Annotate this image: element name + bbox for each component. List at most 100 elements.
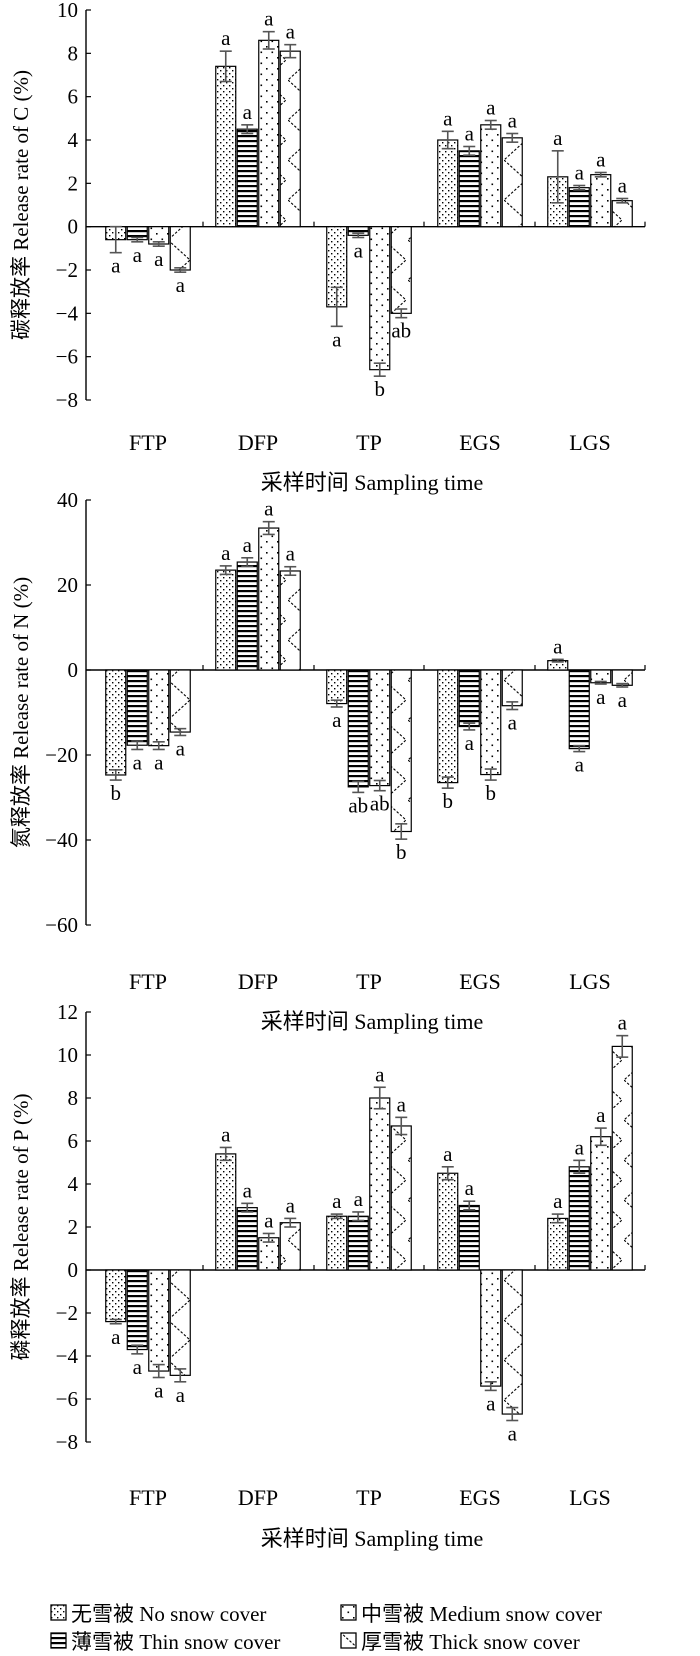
significance-label: a <box>575 753 585 777</box>
bar <box>148 1269 170 1372</box>
significance-label: a <box>221 26 231 50</box>
y-tick-label: 4 <box>68 128 79 152</box>
significance-label: a <box>596 685 606 709</box>
y-axis-title: 氮释放率 Release rate of N (%) <box>9 577 33 848</box>
bar <box>279 50 301 228</box>
significance-label: a <box>354 239 364 263</box>
bar <box>169 669 191 733</box>
bar <box>126 669 148 746</box>
significance-label: a <box>332 708 342 732</box>
bar <box>480 1269 502 1387</box>
bar <box>437 669 459 784</box>
significance-label: ab <box>391 319 411 343</box>
significance-label: a <box>154 247 164 271</box>
significance-label: a <box>508 1422 518 1446</box>
chart-panel-3: −8 −6 −4 −2 0 2 4 6 8 10 12 磷释放率 Release rate of P … <box>9 1000 646 1551</box>
y-tick-label: 4 <box>68 1172 79 1196</box>
x-tick-label: TP <box>356 430 382 455</box>
bar <box>347 1215 369 1271</box>
bar <box>279 570 301 671</box>
y-tick-label: −2 <box>56 258 78 282</box>
significance-label: a <box>264 1208 274 1232</box>
legend-label: 厚雪被 Thick snow cover <box>361 1630 580 1654</box>
significance-label: a <box>286 542 296 566</box>
x-axis-title: 采样时间 Sampling time <box>261 1009 483 1034</box>
significance-label: a <box>508 109 518 133</box>
bar <box>611 200 633 228</box>
bar <box>215 569 237 671</box>
bar <box>458 150 480 228</box>
bar <box>458 1204 480 1271</box>
y-tick-label: 8 <box>68 41 79 65</box>
significance-label: a <box>465 1176 475 1200</box>
significance-label: a <box>111 254 121 278</box>
bar <box>501 669 523 707</box>
y-tick-label: −40 <box>45 828 78 852</box>
legend-item-thick-snow: 厚雪被 Thick snow cover <box>340 1626 580 1656</box>
bar <box>148 669 170 747</box>
x-tick-label: DFP <box>238 430 278 455</box>
bar <box>347 669 369 788</box>
bar <box>169 226 191 271</box>
bar <box>369 669 391 787</box>
significance-label: a <box>243 533 253 557</box>
bar <box>390 226 412 314</box>
x-axis-title: 采样时间 Sampling time <box>261 470 483 495</box>
significance-label: a <box>243 1178 253 1202</box>
bar <box>501 137 523 228</box>
y-tick-label: 0 <box>68 658 79 682</box>
x-tick-label: EGS <box>459 430 501 455</box>
x-tick-label: DFP <box>238 1485 278 1510</box>
bar <box>611 1045 633 1271</box>
y-tick-label: 0 <box>68 1258 79 1282</box>
y-axis-title: 碳释放率 Release rate of C (%) <box>9 70 33 340</box>
x-axis-title: 采样时间 Sampling time <box>261 1526 483 1551</box>
legend-label: 无雪被 No snow cover <box>71 1602 267 1626</box>
bar <box>568 1166 590 1271</box>
significance-label: a <box>133 1355 143 1379</box>
y-tick-label: 10 <box>57 0 78 22</box>
bar <box>568 187 590 228</box>
y-tick-label: 40 <box>57 488 78 512</box>
significance-label: b <box>375 377 386 401</box>
significance-label: a <box>443 106 453 130</box>
significance-label: a <box>264 7 274 31</box>
significance-label: a <box>133 750 143 774</box>
significance-label: b <box>111 781 122 805</box>
y-tick-label: −8 <box>56 1430 78 1454</box>
y-tick-label: 2 <box>68 171 79 195</box>
y-tick-label: 10 <box>57 1043 78 1067</box>
significance-label: a <box>133 243 143 267</box>
legend-swatch-zigzag <box>340 1632 357 1649</box>
bar <box>480 124 502 228</box>
bar <box>369 1097 391 1271</box>
x-tick-label: LGS <box>569 1485 611 1510</box>
significance-label: a <box>375 1062 385 1086</box>
y-tick-label: −4 <box>56 1344 79 1368</box>
significance-label: a <box>397 1092 407 1116</box>
legend-swatch-hlines <box>50 1632 67 1649</box>
bar <box>326 1215 348 1271</box>
bar <box>215 1153 237 1271</box>
significance-label: b <box>396 840 407 864</box>
bar <box>236 128 258 228</box>
significance-label: a <box>596 1103 606 1127</box>
legend-label: 薄雪被 Thin snow cover <box>71 1630 281 1654</box>
significance-label: b <box>486 781 497 805</box>
significance-label: a <box>553 1189 563 1213</box>
significance-label: a <box>176 736 186 760</box>
bar <box>437 139 459 228</box>
significance-label: a <box>575 1135 585 1159</box>
significance-label: a <box>618 174 628 198</box>
significance-label: a <box>465 731 475 755</box>
bar <box>258 39 280 228</box>
significance-label: a <box>465 122 475 146</box>
significance-label: a <box>332 1189 342 1213</box>
significance-label: a <box>286 1193 296 1217</box>
significance-label: ab <box>370 792 390 816</box>
bar <box>105 669 127 776</box>
y-tick-label: −2 <box>56 1301 78 1325</box>
bar <box>437 1172 459 1271</box>
legend-item-medium-snow: 中雪被 Medium snow cover <box>340 1598 602 1628</box>
